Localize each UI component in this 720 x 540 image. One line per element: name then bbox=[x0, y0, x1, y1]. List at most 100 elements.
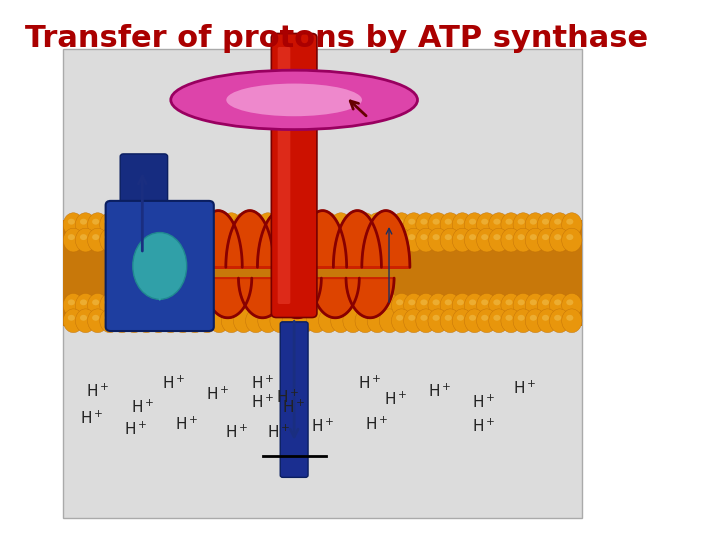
Text: Transfer of protons by ATP synthase: Transfer of protons by ATP synthase bbox=[25, 24, 649, 53]
Ellipse shape bbox=[307, 309, 327, 333]
Ellipse shape bbox=[148, 309, 168, 333]
Text: H$^+$: H$^+$ bbox=[472, 418, 495, 435]
Ellipse shape bbox=[440, 228, 460, 252]
Ellipse shape bbox=[542, 315, 549, 321]
Ellipse shape bbox=[92, 219, 99, 225]
Ellipse shape bbox=[392, 309, 412, 333]
Ellipse shape bbox=[505, 234, 513, 240]
Ellipse shape bbox=[258, 309, 278, 333]
Ellipse shape bbox=[518, 299, 525, 305]
Ellipse shape bbox=[282, 228, 302, 252]
Ellipse shape bbox=[464, 293, 485, 317]
Ellipse shape bbox=[282, 213, 302, 237]
Ellipse shape bbox=[132, 233, 186, 299]
Text: H$^+$: H$^+$ bbox=[384, 391, 407, 408]
Ellipse shape bbox=[416, 228, 436, 252]
Ellipse shape bbox=[88, 213, 108, 237]
Ellipse shape bbox=[165, 299, 172, 305]
Ellipse shape bbox=[501, 309, 521, 333]
Ellipse shape bbox=[420, 219, 428, 225]
Polygon shape bbox=[333, 211, 382, 267]
Ellipse shape bbox=[318, 213, 339, 237]
Ellipse shape bbox=[379, 293, 400, 317]
Ellipse shape bbox=[404, 309, 424, 333]
Ellipse shape bbox=[489, 213, 509, 237]
Ellipse shape bbox=[136, 228, 156, 252]
Ellipse shape bbox=[173, 293, 193, 317]
Ellipse shape bbox=[367, 213, 387, 237]
Ellipse shape bbox=[525, 228, 546, 252]
Ellipse shape bbox=[420, 315, 428, 321]
Ellipse shape bbox=[68, 234, 75, 240]
Ellipse shape bbox=[129, 234, 135, 240]
Text: H$^+$: H$^+$ bbox=[428, 383, 451, 400]
Ellipse shape bbox=[209, 213, 230, 237]
Ellipse shape bbox=[307, 213, 327, 237]
Ellipse shape bbox=[513, 293, 534, 317]
Ellipse shape bbox=[258, 213, 278, 237]
Text: H$^+$: H$^+$ bbox=[86, 383, 109, 400]
Ellipse shape bbox=[117, 219, 124, 225]
Ellipse shape bbox=[88, 309, 108, 333]
Ellipse shape bbox=[440, 309, 460, 333]
Ellipse shape bbox=[428, 293, 449, 317]
Ellipse shape bbox=[307, 293, 327, 317]
Ellipse shape bbox=[330, 228, 351, 252]
Ellipse shape bbox=[525, 293, 546, 317]
Ellipse shape bbox=[318, 228, 339, 252]
Ellipse shape bbox=[457, 219, 464, 225]
Ellipse shape bbox=[457, 234, 464, 240]
Ellipse shape bbox=[104, 315, 112, 321]
Ellipse shape bbox=[566, 219, 573, 225]
Ellipse shape bbox=[464, 213, 485, 237]
Text: H$^+$: H$^+$ bbox=[251, 375, 274, 392]
Ellipse shape bbox=[112, 293, 132, 317]
Ellipse shape bbox=[469, 315, 476, 321]
Ellipse shape bbox=[493, 219, 500, 225]
Ellipse shape bbox=[343, 228, 363, 252]
Ellipse shape bbox=[161, 213, 181, 237]
Ellipse shape bbox=[404, 213, 424, 237]
Ellipse shape bbox=[129, 315, 135, 321]
Ellipse shape bbox=[209, 228, 230, 252]
FancyBboxPatch shape bbox=[63, 49, 582, 518]
Ellipse shape bbox=[355, 213, 375, 237]
Ellipse shape bbox=[469, 299, 476, 305]
Ellipse shape bbox=[549, 213, 570, 237]
Ellipse shape bbox=[420, 234, 428, 240]
Ellipse shape bbox=[396, 219, 403, 225]
Text: H$^+$: H$^+$ bbox=[80, 410, 104, 427]
Ellipse shape bbox=[161, 293, 181, 317]
Ellipse shape bbox=[518, 315, 525, 321]
Ellipse shape bbox=[63, 293, 84, 317]
Ellipse shape bbox=[221, 213, 241, 237]
Ellipse shape bbox=[197, 293, 217, 317]
Polygon shape bbox=[194, 211, 242, 267]
Ellipse shape bbox=[379, 309, 400, 333]
Polygon shape bbox=[274, 278, 321, 318]
Ellipse shape bbox=[542, 234, 549, 240]
Ellipse shape bbox=[566, 315, 573, 321]
Ellipse shape bbox=[549, 309, 570, 333]
Ellipse shape bbox=[566, 234, 573, 240]
Ellipse shape bbox=[153, 299, 160, 305]
Ellipse shape bbox=[452, 293, 472, 317]
Ellipse shape bbox=[452, 309, 472, 333]
Ellipse shape bbox=[493, 299, 500, 305]
Ellipse shape bbox=[408, 299, 415, 305]
Ellipse shape bbox=[177, 315, 184, 321]
Ellipse shape bbox=[549, 228, 570, 252]
Ellipse shape bbox=[294, 213, 315, 237]
Ellipse shape bbox=[258, 293, 278, 317]
FancyBboxPatch shape bbox=[278, 47, 290, 304]
Ellipse shape bbox=[177, 299, 184, 305]
Ellipse shape bbox=[505, 219, 513, 225]
Ellipse shape bbox=[258, 228, 278, 252]
Ellipse shape bbox=[343, 213, 363, 237]
Ellipse shape bbox=[318, 293, 339, 317]
Ellipse shape bbox=[140, 234, 148, 240]
Ellipse shape bbox=[173, 228, 193, 252]
Ellipse shape bbox=[209, 309, 230, 333]
Ellipse shape bbox=[396, 315, 403, 321]
Ellipse shape bbox=[124, 228, 144, 252]
